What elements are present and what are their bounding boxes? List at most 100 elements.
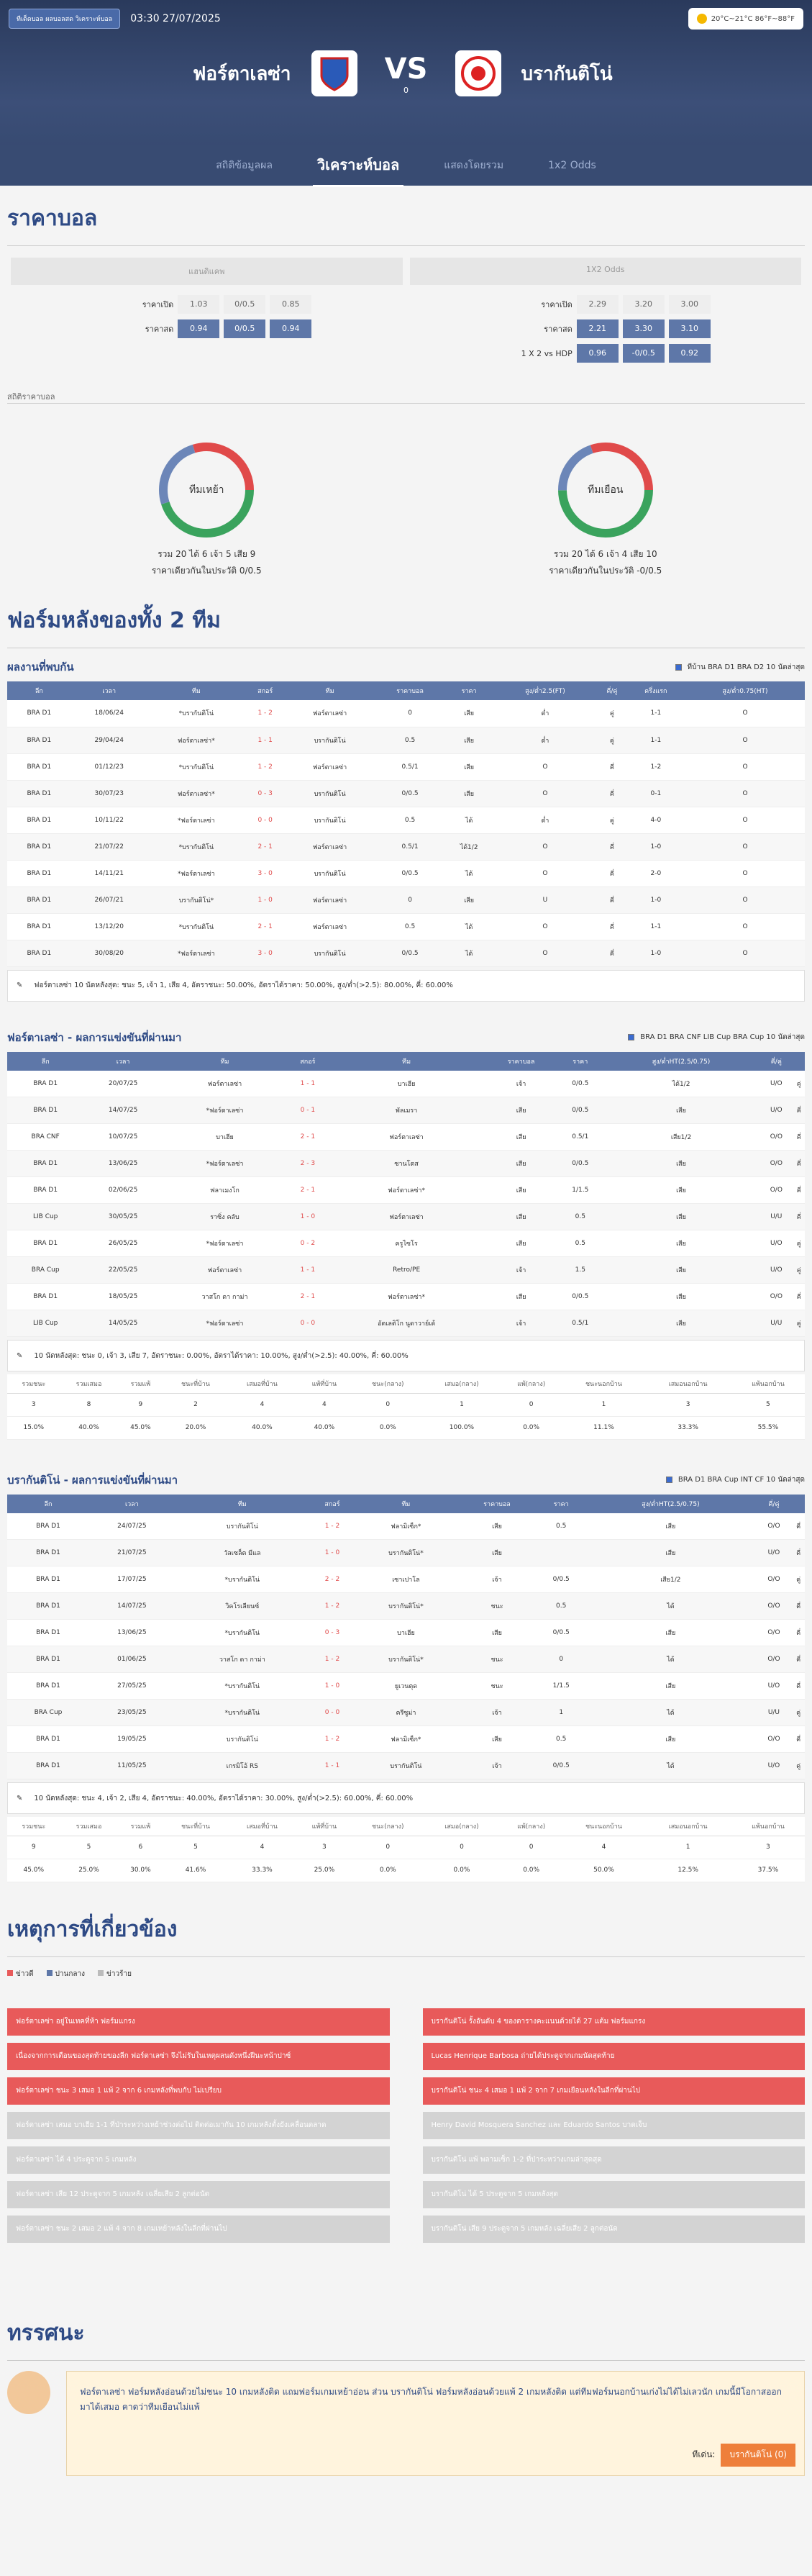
table-cell[interactable]: บรากันติโน่* <box>147 886 245 914</box>
table-row[interactable]: BRA D1 21/07/22 *บรากันติโน่ 2 - 1 ฟอร์ตาเลซ… <box>7 833 805 861</box>
table-row[interactable]: BRA CNF 10/07/25 บาเฮีย 2 - 1 ฟอร์ตาเลซ่า เสี… <box>7 1123 805 1151</box>
table-cell[interactable]: ฟอร์ตาเลซ่า* <box>147 780 245 807</box>
table-row[interactable]: BRA D1 14/07/25 วิคโรเลียนซ์ 1 - 2 บรากันติโ… <box>7 1592 805 1620</box>
table-row[interactable]: BRA D1 17/07/25 *บรากันติโน่ 2 - 2 เซาเปาโลเ… <box>7 1566 805 1593</box>
away-filters[interactable]: BRA D1 BRA Cup INT CF 10 นัดล่าสุด <box>678 1476 805 1484</box>
pick-button[interactable]: บรากันติโน่ (0) <box>721 2443 795 2467</box>
table-cell[interactable]: วาสโก ดา กาม่า <box>174 1646 310 1673</box>
table-cell[interactable]: ฟอร์ตาเลซ่า <box>162 1256 288 1284</box>
table-cell[interactable]: ซานโตส <box>328 1150 485 1177</box>
table-row[interactable]: BRA D1 11/05/25 เกรมิโอ้ RS 1 - 1 บรากันติโน… <box>7 1752 805 1779</box>
table-cell[interactable]: บรากันติโน่ <box>285 780 375 807</box>
table-cell[interactable]: ฟอร์ตาเลซ่า* <box>328 1283 485 1310</box>
table-cell[interactable]: *ฟอร์ตาเลซ่า <box>147 807 245 834</box>
away-team-logo[interactable] <box>455 50 501 96</box>
table-row[interactable]: BRA D1 01/06/25 วาสโก ดา กาม่า 1 - 2 บรากันต… <box>7 1646 805 1673</box>
table-cell[interactable]: ฟอร์ตาเลซ่า <box>285 753 375 781</box>
news-item[interactable]: ฟอร์ตาเลซ่า ชนะ 2 เสมอ 2 แพ้ 4 จาก 8 เกม… <box>7 2215 390 2243</box>
table-cell[interactable]: บรากันติโน่ <box>355 1752 457 1779</box>
table-cell[interactable]: ฟลามิเซ็ก* <box>355 1725 457 1753</box>
news-item[interactable]: Lucas Henrique Barbosa ถ่ายได้ประตูจากเก… <box>422 2042 805 2070</box>
site-tag[interactable]: ทีเด็ดบอล ผลบอลสด วิเคราะห์บอล <box>9 9 121 29</box>
tab-stats[interactable]: สถิติข้อมูลผล <box>216 160 273 171</box>
table-cell[interactable]: บรากันติโน่ <box>285 940 375 967</box>
table-cell[interactable]: *บรากันติโน่ <box>174 1566 310 1593</box>
table-row[interactable]: BRA D1 18/05/25 วาสโก ดา กาม่า 2 - 1 ฟอร์ตาเ… <box>7 1283 805 1310</box>
table-cell[interactable]: บรากันติโน่ <box>285 727 375 754</box>
table-cell[interactable]: ฟอร์ตาเลซ่า <box>285 833 375 861</box>
table-row[interactable]: BRA D1 19/05/25 บรากันติโน่ 1 - 2 ฟลามิเซ็ก*… <box>7 1725 805 1753</box>
table-cell[interactable]: ฟอร์ตาเลซ่า <box>285 700 375 727</box>
table-cell[interactable]: *บรากันติโน่ <box>147 700 245 727</box>
news-item[interactable]: บรากันติโน่ เสีย 9 ประตูจาก 5 เกมหลัง เฉ… <box>422 2215 805 2243</box>
filter-checkbox[interactable] <box>675 663 682 671</box>
table-cell[interactable]: *ฟอร์ตาเลซ่า <box>147 860 245 887</box>
table-cell[interactable]: *บรากันติโน่ <box>174 1619 310 1646</box>
news-item[interactable]: เนื่องจากการเตือนของสุดท้ายของลีก ฟอร์ตา… <box>7 2042 390 2070</box>
h2h-filters[interactable]: ทีบ้าน BRA D1 BRA D2 10 นัดล่าสุด <box>687 663 805 671</box>
table-cell[interactable]: เซาเปาโล <box>355 1566 457 1593</box>
filter-checkbox[interactable] <box>665 1477 672 1483</box>
table-row[interactable]: BRA D1 21/07/25 วัลเซล็ต มีแล 1 - 0 บรากันติ… <box>7 1539 805 1566</box>
table-cell[interactable]: บรากันติโน่* <box>355 1539 457 1566</box>
table-cell[interactable]: บรากันติโน่ <box>285 807 375 834</box>
table-cell[interactable]: ฟอร์ตาเลซ่า <box>285 886 375 914</box>
table-row[interactable]: BRA D1 24/07/25 บรากันติโน่ 1 - 2 ฟลามิเซ็ก*… <box>7 1513 805 1540</box>
news-item[interactable]: ฟอร์ตาเลซ่า ได้ 4 ประตูจาก 5 เกมหลัง <box>7 2146 390 2174</box>
tab-1x2[interactable]: 1x2 Odds <box>548 160 596 171</box>
table-cell[interactable]: บาเฮีย <box>162 1123 288 1151</box>
table-cell[interactable]: เกรมิโอ้ RS <box>174 1752 310 1779</box>
table-cell[interactable]: บรากันติโน่ <box>174 1725 310 1753</box>
table-row[interactable]: BRA D1 10/11/22 *ฟอร์ตาเลซ่า 0 - 0 บรากันติโ… <box>7 807 805 834</box>
news-item[interactable]: Henry David Mosquera Sanchez และ Eduardo… <box>422 2111 805 2139</box>
table-cell[interactable]: วิคโรเลียนซ์ <box>174 1592 310 1620</box>
table-cell[interactable]: *บรากันติโน่ <box>174 1699 310 1726</box>
table-cell[interactable]: *ฟอร์ตาเลซ่า <box>162 1097 288 1124</box>
table-row[interactable]: BRA D1 18/06/24 *บรากันติโน่ 1 - 2 ฟอร์ตาเลซ… <box>7 700 805 727</box>
table-cell[interactable]: ครีซูม่า <box>355 1699 457 1726</box>
table-cell[interactable]: *ฟอร์ตาเลซ่า <box>162 1150 288 1177</box>
home-filters[interactable]: BRA D1 BRA CNF LIB Cup BRA Cup 10 นัดล่า… <box>640 1033 805 1041</box>
table-cell[interactable]: *ฟอร์ตาเลซ่า <box>162 1230 288 1257</box>
filter-checkbox[interactable] <box>628 1034 635 1040</box>
away-team-name[interactable]: บรากันติโน่ <box>521 63 613 85</box>
news-item[interactable]: บรากันติโน่ รั้งอันดับ 4 ของตารางคะแนนด้… <box>422 2008 805 2036</box>
table-cell[interactable]: *บรากันติโน่ <box>174 1672 310 1700</box>
table-cell[interactable]: *บรากันติโน่ <box>147 913 245 940</box>
tab-analysis[interactable]: วิเคราะห์บอล <box>312 145 404 187</box>
table-cell[interactable]: ฟอร์ตาเลซ่า* <box>328 1176 485 1204</box>
table-cell[interactable]: ฟอร์ตาเลซ่า <box>328 1123 485 1151</box>
table-row[interactable]: BRA Cup 22/05/25 ฟอร์ตาเลซ่า 1 - 1 Retro/PE เ… <box>7 1256 805 1284</box>
table-row[interactable]: LIB Cup 30/05/25 ราซิ่ง คลับ 1 - 0 ฟอร์ตาเลซ… <box>7 1203 805 1230</box>
news-item[interactable]: บรากันติโน่ แพ้ พลามเซ็ก 1-2 ที่ป่าระหว่… <box>422 2146 805 2174</box>
table-row[interactable]: BRA D1 01/12/23 *บรากันติโน่ 1 - 2 ฟอร์ตาเลซ… <box>7 753 805 781</box>
home-team-name[interactable]: ฟอร์ตาเลซ่า <box>192 63 291 85</box>
table-cell[interactable]: Retro/PE <box>328 1256 485 1284</box>
table-cell[interactable]: *บรากันติโน่ <box>147 753 245 781</box>
table-cell[interactable]: พัลเมรา <box>328 1097 485 1124</box>
table-row[interactable]: BRA D1 27/05/25 *บรากันติโน่ 1 - 0 ยูเวนตุดช… <box>7 1672 805 1700</box>
table-row[interactable]: BRA D1 26/05/25 *ฟอร์ตาเลซ่า 0 - 2 ครูไซโร เส… <box>7 1230 805 1257</box>
table-cell[interactable]: บรากันติโน่* <box>355 1592 457 1620</box>
table-cell[interactable]: ราซิ่ง คลับ <box>162 1203 288 1230</box>
news-item[interactable]: ฟอร์ตาเลซ่า เสีย 12 ประตูจาก 5 เกมหลัง เ… <box>7 2180 390 2208</box>
news-item[interactable]: ฟอร์ตาเลซ่า ชนะ 3 เสมอ 1 แพ้ 2 จาก 6 เกม… <box>7 2077 390 2105</box>
table-row[interactable]: BRA D1 30/07/23 ฟอร์ตาเลซ่า* 0 - 3 บรากันติโ… <box>7 780 805 807</box>
news-item[interactable]: บรากันติโน่ ชนะ 4 เสมอ 1 แพ้ 2 จาก 7 เกม… <box>422 2077 805 2105</box>
table-cell[interactable]: *ฟอร์ตาเลซ่า <box>147 940 245 967</box>
table-cell[interactable]: ฟอร์ตาเลซ่า <box>328 1203 485 1230</box>
table-row[interactable]: BRA D1 14/07/25 *ฟอร์ตาเลซ่า 0 - 1 พัลเมรา เส… <box>7 1097 805 1124</box>
table-cell[interactable]: *บรากันติโน่ <box>147 833 245 861</box>
table-cell[interactable]: ฟลาเมงโก <box>162 1176 288 1204</box>
table-cell[interactable]: บาเฮีย <box>328 1070 485 1097</box>
table-cell[interactable]: บรากันติโน่ <box>174 1513 310 1540</box>
table-row[interactable]: BRA D1 02/06/25 ฟลาเมงโก 2 - 1 ฟอร์ตาเลซ่า* เ… <box>7 1176 805 1204</box>
table-row[interactable]: BRA D1 20/07/25 ฟอร์ตาเลซ่า 1 - 1 บาเฮีย เจ้า… <box>7 1070 805 1097</box>
table-row[interactable]: BRA D1 13/12/20 *บรากันติโน่ 2 - 1 ฟอร์ตาเลซ… <box>7 913 805 940</box>
table-cell[interactable]: ฟอร์ตาเลซ่า <box>285 913 375 940</box>
table-cell[interactable]: บาเฮีย <box>355 1619 457 1646</box>
table-cell[interactable]: วาสโก ดา กาม่า <box>162 1283 288 1310</box>
table-row[interactable]: BRA D1 13/06/25 *ฟอร์ตาเลซ่า 2 - 3 ซานโตส เสี… <box>7 1150 805 1177</box>
table-row[interactable]: BRA D1 14/11/21 *ฟอร์ตาเลซ่า 3 - 0 บรากันติโ… <box>7 860 805 887</box>
table-cell[interactable]: ฟอร์ตาเลซ่า* <box>147 727 245 754</box>
